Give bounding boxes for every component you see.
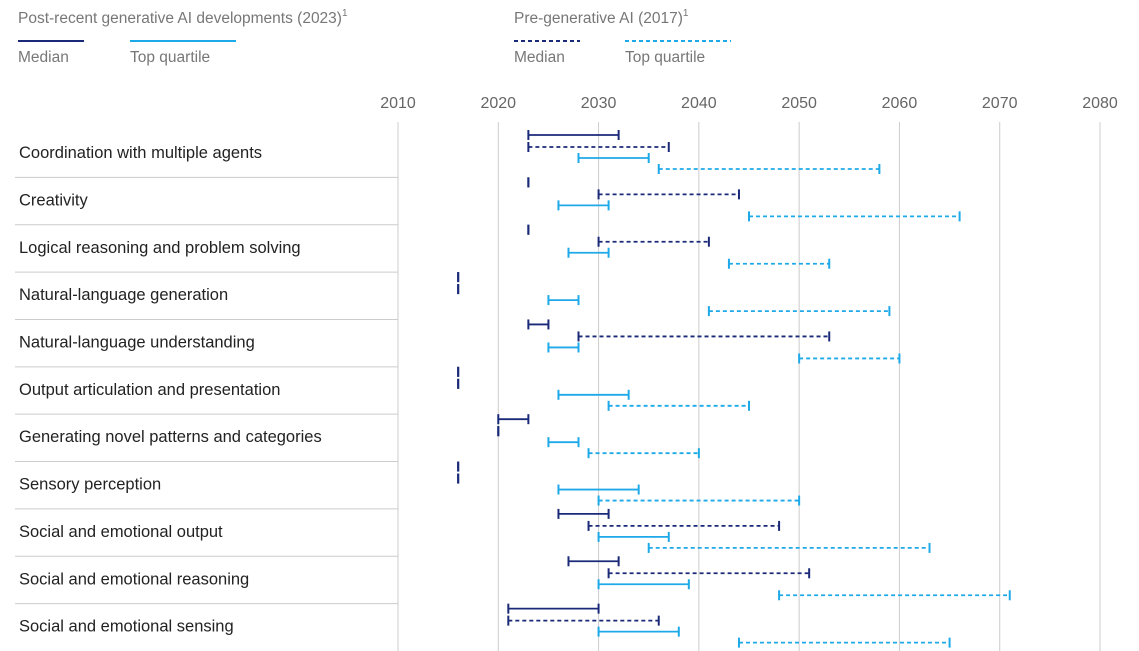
range [567,247,610,258]
x-tick-label: 2040 [681,95,717,112]
range [647,542,931,553]
range [577,331,831,342]
range [778,590,1011,601]
x-tick-label: 2030 [581,95,617,112]
range [507,603,600,614]
range [737,637,951,648]
range [577,153,650,163]
category-label: Generating novel patterns and categories [19,428,322,446]
legend-footnote: 1 [683,8,689,19]
category-label: Logical reasoning and problem solving [19,239,301,257]
range [607,568,811,579]
range [607,400,750,411]
range [547,437,580,448]
x-tick-label: 2060 [882,95,918,112]
x-tick-label: 2080 [1082,95,1118,112]
range [557,508,610,519]
legend-footnote: 1 [342,8,348,19]
legend-title: Pre-generative AI (2017)1 [514,8,689,27]
range [497,414,530,425]
legend-label: Top quartile [625,49,705,66]
range [527,319,550,330]
category-label: Coordination with multiple agents [19,144,262,162]
x-tick-label: 2070 [982,95,1018,112]
range [657,164,881,174]
range [597,626,680,637]
range [557,389,630,400]
category-label: Output articulation and presentation [19,381,280,399]
range [567,556,620,567]
range [597,579,690,590]
legend-label: Top quartile [130,49,210,66]
legend-title: Post-recent generative AI developments (… [18,8,348,27]
range [727,258,831,269]
range [557,484,640,495]
range [547,295,580,306]
x-tick-label: 2050 [781,95,817,112]
legend-title-text: Pre-generative AI (2017) [514,10,683,27]
legend-label: Median [18,49,69,66]
range [707,306,891,317]
legend-label: Median [514,49,565,66]
range [547,342,580,353]
range [507,615,660,626]
category-label: Natural-language understanding [19,333,255,351]
legend-title-text: Post-recent generative AI developments (… [18,10,342,27]
category-label: Creativity [19,191,89,209]
category-label: Social and emotional reasoning [19,570,249,588]
category-label: Social and emotional sensing [19,618,234,636]
category-label: Natural-language generation [19,286,228,304]
x-tick-label: 2010 [380,95,416,112]
range [798,353,901,364]
range [597,531,670,542]
range [527,142,670,152]
x-tick-label: 2020 [480,95,516,112]
range [597,236,710,247]
range [557,200,610,211]
category-label: Social and emotional output [19,523,223,541]
range [587,448,700,459]
range [587,520,781,531]
category-label: Sensory perception [19,476,161,494]
range [748,211,961,222]
range [597,189,740,200]
range [597,495,801,506]
range [527,130,620,140]
